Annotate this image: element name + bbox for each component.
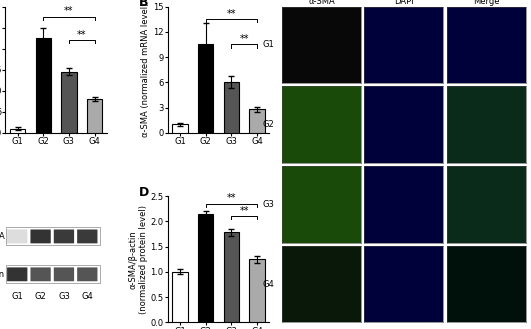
- Bar: [224, 82, 239, 133]
- Bar: [250, 109, 264, 133]
- Bar: [250, 259, 264, 322]
- Text: **: **: [64, 7, 74, 16]
- Bar: [198, 214, 213, 322]
- Bar: [173, 124, 188, 133]
- Title: Merge: Merge: [473, 0, 499, 6]
- Text: G1: G1: [11, 292, 23, 301]
- Title: DAPI: DAPI: [394, 0, 414, 6]
- Text: **: **: [227, 193, 236, 203]
- FancyBboxPatch shape: [77, 230, 98, 243]
- FancyBboxPatch shape: [77, 267, 98, 281]
- Y-axis label: G3: G3: [262, 200, 274, 209]
- Y-axis label: G4: G4: [262, 280, 274, 289]
- FancyBboxPatch shape: [30, 230, 51, 243]
- Text: α-SMA: α-SMA: [0, 232, 5, 241]
- Text: **: **: [77, 30, 87, 39]
- Text: D: D: [139, 186, 150, 199]
- Text: G4: G4: [81, 292, 93, 301]
- Bar: [224, 233, 239, 322]
- Bar: [6, 266, 100, 283]
- Text: G3: G3: [58, 292, 70, 301]
- Text: β-actin: β-actin: [0, 270, 5, 279]
- Text: G2: G2: [35, 292, 47, 301]
- Y-axis label: G2: G2: [262, 120, 274, 129]
- Bar: [6, 227, 100, 245]
- Text: **: **: [239, 206, 249, 216]
- FancyBboxPatch shape: [7, 230, 28, 243]
- Title: α-SMA: α-SMA: [308, 0, 335, 6]
- FancyBboxPatch shape: [54, 230, 74, 243]
- Bar: [173, 272, 188, 322]
- Y-axis label: G1: G1: [262, 40, 274, 49]
- FancyBboxPatch shape: [54, 267, 74, 281]
- Bar: [61, 72, 76, 133]
- FancyBboxPatch shape: [7, 267, 28, 281]
- Y-axis label: α-SMA (normalized mRNA level): α-SMA (normalized mRNA level): [141, 3, 150, 137]
- Y-axis label: α-SMA/β-actin
(normalized protein level): α-SMA/β-actin (normalized protein level): [129, 205, 148, 314]
- Text: **: **: [239, 34, 249, 44]
- Bar: [10, 129, 25, 133]
- Bar: [36, 38, 51, 133]
- Text: B: B: [139, 0, 149, 10]
- FancyBboxPatch shape: [30, 267, 51, 281]
- Bar: [87, 99, 102, 133]
- Text: **: **: [227, 9, 236, 18]
- Bar: [198, 44, 213, 133]
